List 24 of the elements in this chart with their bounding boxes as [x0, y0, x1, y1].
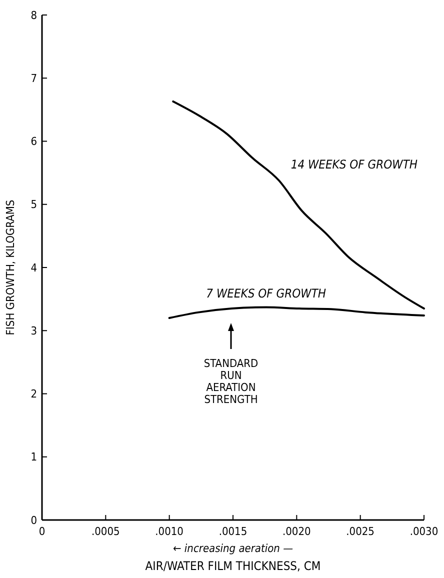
y-tick-label: 3	[30, 324, 37, 338]
series-label: 7 WEEKS OF GROWTH	[206, 286, 326, 300]
text: ← increasing aeration —	[172, 542, 294, 555]
series-label: 14 WEEKS OF GROWTH	[290, 157, 418, 172]
y-tick-label: 2	[30, 388, 37, 401]
x-axis-title: AIR/WATER FILM THICKNESS, CM	[145, 559, 321, 573]
y-tick-label: 0	[30, 514, 37, 527]
x-tick-label: .0020	[282, 525, 311, 538]
annotation: STANDARD RUN AERATION STRENGTH	[204, 357, 259, 406]
x-tick-label: .0025	[346, 525, 374, 538]
y-tick-label: 1	[30, 450, 37, 464]
x-tick-label: .0030	[410, 525, 438, 538]
x-tick-label: .0005	[92, 525, 120, 538]
y-tick-label: 8	[30, 8, 37, 22]
x-tick-label: 0	[38, 525, 46, 538]
x-tick-label: .0010	[155, 525, 184, 538]
x-tick-label: .0015	[218, 525, 248, 538]
y-tick-label: 4	[30, 261, 37, 274]
line-series	[172, 100, 425, 310]
y-axis-title: FISH GROWTH, KILOGRAMS	[4, 200, 17, 336]
y-tick-label: 6	[30, 135, 37, 148]
line-series	[168, 306, 425, 319]
y-tick-label: 5	[30, 198, 37, 212]
y-tick-label: 7	[30, 72, 37, 85]
